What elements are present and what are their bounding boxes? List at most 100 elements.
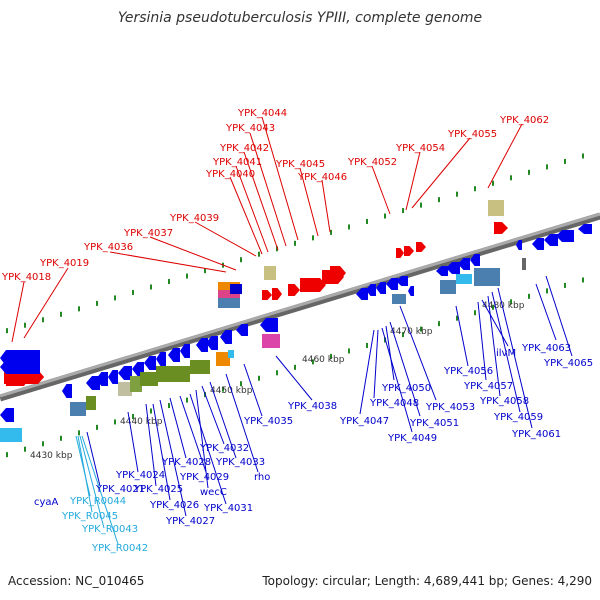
gene-label[interactable]: YPK_4031 <box>203 503 253 514</box>
gene-label[interactable]: YPK_4027 <box>165 516 215 527</box>
gene-label[interactable]: YPK_4035 <box>243 416 293 427</box>
gene-label[interactable]: YPK_4032 <box>199 443 249 454</box>
gene-label[interactable]: YPK_4019 <box>39 258 89 269</box>
reverse-gene[interactable] <box>180 344 190 358</box>
gene-label[interactable]: ilvM <box>496 348 516 359</box>
gene-label[interactable]: YPK_4062 <box>499 115 549 126</box>
gene-label[interactable]: YPK_4052 <box>347 157 397 168</box>
reverse-gene[interactable] <box>516 240 522 250</box>
reverse-gene[interactable] <box>0 408 14 422</box>
gene-label[interactable]: YPK_4053 <box>425 402 475 413</box>
gene-label[interactable]: rho <box>254 472 270 483</box>
misc-feature[interactable] <box>218 298 240 308</box>
gene-label[interactable]: wecC <box>200 487 227 498</box>
forward-gene[interactable] <box>396 248 404 258</box>
gene-label[interactable]: YPK_4051 <box>409 418 459 429</box>
gene-label[interactable]: YPK_4041 <box>212 157 262 168</box>
gene-label[interactable]: YPK_4043 <box>225 123 275 134</box>
misc-feature[interactable] <box>190 360 210 374</box>
gene-label[interactable]: YPK_4057 <box>463 381 513 392</box>
reverse-gene[interactable] <box>62 384 72 398</box>
rna-label[interactable]: YPK_R0042 <box>91 543 148 554</box>
rna-feature[interactable] <box>228 350 234 358</box>
misc-feature[interactable] <box>218 290 240 298</box>
reverse-gene[interactable] <box>356 288 368 300</box>
gene-label[interactable]: YPK_4063 <box>521 343 571 354</box>
misc-feature[interactable] <box>216 352 230 366</box>
gene-label[interactable]: YPK_4054 <box>395 143 445 154</box>
misc-feature[interactable] <box>130 376 142 392</box>
gene-label[interactable]: YPK_4037 <box>123 228 173 239</box>
gene-label[interactable]: YPK_4040 <box>205 169 255 180</box>
reverse-gene[interactable] <box>386 278 398 290</box>
gene-label[interactable]: YPK_4056 <box>443 366 493 377</box>
reverse-gene[interactable] <box>118 366 132 380</box>
forward-gene[interactable] <box>288 284 300 296</box>
rna-label[interactable]: YPK_R0045 <box>61 511 118 522</box>
forward-gene[interactable] <box>262 290 272 300</box>
reverse-gene[interactable] <box>458 258 470 270</box>
forward-gene[interactable] <box>494 222 508 234</box>
gene-label[interactable]: YPK_4028 <box>161 457 211 468</box>
gene-label[interactable]: YPK_4039 <box>169 213 219 224</box>
gene-label[interactable]: YPK_4024 <box>115 470 165 481</box>
reverse-gene[interactable] <box>260 318 278 332</box>
reverse-gene[interactable] <box>220 330 232 344</box>
gene-label[interactable]: YPK_4044 <box>237 108 287 119</box>
reverse-gene[interactable] <box>446 262 460 274</box>
misc-feature[interactable] <box>86 396 96 410</box>
reverse-gene[interactable] <box>376 282 386 294</box>
misc-feature[interactable] <box>474 278 500 286</box>
gene-features[interactable] <box>0 200 592 442</box>
misc-feature[interactable] <box>488 200 504 216</box>
gene-label[interactable]: YPK_4029 <box>179 472 229 483</box>
gene-label[interactable]: YPK_4045 <box>275 159 325 170</box>
gene-label[interactable]: YPK_4058 <box>479 396 529 407</box>
gene-label[interactable]: YPK_4036 <box>83 242 133 253</box>
gene-label[interactable]: YPK_4021 <box>95 484 145 495</box>
misc-feature[interactable] <box>392 294 406 304</box>
forward-gene[interactable] <box>404 246 414 256</box>
misc-feature[interactable] <box>522 258 526 270</box>
gene-label[interactable]: YPK_4033 <box>215 457 265 468</box>
rna-feature[interactable] <box>0 428 22 442</box>
reverse-gene[interactable] <box>168 348 180 362</box>
gene-label[interactable]: cyaA <box>34 497 59 508</box>
forward-gene[interactable] <box>416 242 426 252</box>
gene-label[interactable]: YPK_4048 <box>369 398 419 409</box>
rna-label[interactable]: YPK_R0044 <box>69 496 126 507</box>
gene-label[interactable]: YPK_4047 <box>339 416 389 427</box>
misc-feature[interactable] <box>262 334 280 348</box>
rna-feature[interactable] <box>456 274 472 284</box>
rna-label[interactable]: YPK_R0043 <box>81 524 138 535</box>
misc-feature[interactable] <box>474 268 500 278</box>
gene-label[interactable]: YPK_4050 <box>381 383 431 394</box>
misc-feature[interactable] <box>264 266 276 280</box>
reverse-gene[interactable] <box>206 336 218 350</box>
misc-feature[interactable] <box>230 284 242 294</box>
reverse-gene[interactable] <box>96 372 108 386</box>
reverse-gene[interactable] <box>470 254 480 266</box>
reverse-gene[interactable] <box>0 360 40 374</box>
gene-label[interactable]: YPK_4018 <box>1 272 51 283</box>
reverse-gene[interactable] <box>532 238 544 250</box>
forward-gene[interactable] <box>300 278 326 292</box>
reverse-gene[interactable] <box>236 324 248 336</box>
reverse-gene[interactable] <box>544 234 558 246</box>
misc-feature[interactable] <box>156 366 190 382</box>
misc-feature[interactable] <box>440 280 456 294</box>
reverse-gene[interactable] <box>108 370 118 384</box>
misc-feature[interactable] <box>70 402 86 416</box>
gene-label[interactable]: YPK_4061 <box>511 429 561 440</box>
gene-label[interactable]: YPK_4055 <box>447 129 497 140</box>
misc-feature[interactable] <box>140 372 158 386</box>
reverse-gene[interactable] <box>366 284 376 296</box>
forward-gene[interactable] <box>272 288 282 300</box>
reverse-gene[interactable] <box>156 352 166 366</box>
gene-label[interactable]: YPK_4046 <box>297 172 347 183</box>
gene-label[interactable]: YPK_4065 <box>543 358 593 369</box>
misc-feature[interactable] <box>118 382 132 396</box>
reverse-gene[interactable] <box>578 224 592 234</box>
gene-label[interactable]: YPK_4042 <box>219 143 269 154</box>
gene-label[interactable]: YPK_4026 <box>149 500 199 511</box>
